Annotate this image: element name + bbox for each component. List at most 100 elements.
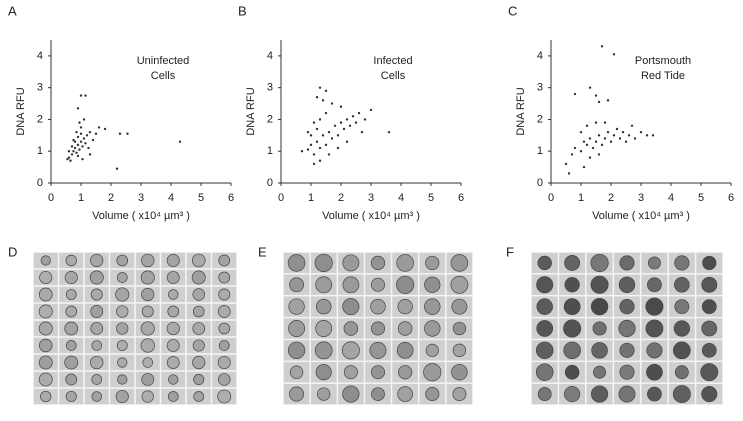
cell xyxy=(193,374,205,385)
x-tick-label: 4 xyxy=(398,192,404,204)
cell xyxy=(192,305,205,318)
cell xyxy=(619,342,635,358)
point xyxy=(639,130,643,134)
x-tick-label: 2 xyxy=(108,192,114,204)
y-tick-label: 1 xyxy=(537,145,543,157)
cell xyxy=(38,287,53,302)
x-tick-label: 1 xyxy=(78,192,84,204)
cell xyxy=(116,254,129,267)
cell xyxy=(535,363,554,381)
point xyxy=(585,143,589,147)
point xyxy=(588,137,592,140)
point xyxy=(73,146,77,150)
cell xyxy=(564,277,580,293)
cell xyxy=(218,271,231,284)
point xyxy=(603,137,607,140)
cell xyxy=(38,321,53,336)
cell xyxy=(371,387,385,401)
point xyxy=(72,150,75,153)
y-tick-label: 3 xyxy=(267,82,273,94)
cell xyxy=(218,340,230,351)
cell xyxy=(645,297,664,316)
x-tick-label: 1 xyxy=(308,192,314,204)
y-tick-label: 3 xyxy=(37,82,43,94)
cell xyxy=(563,319,582,338)
cell xyxy=(646,342,663,359)
x-tick-label: 3 xyxy=(638,192,644,204)
cell xyxy=(343,321,359,336)
point xyxy=(318,86,322,89)
x-tick-label: 5 xyxy=(198,192,204,204)
point xyxy=(363,118,367,121)
cell xyxy=(115,287,130,302)
cell xyxy=(38,355,53,370)
cell xyxy=(91,374,103,385)
x-tick-label: 4 xyxy=(668,192,674,204)
cell xyxy=(166,356,180,369)
point xyxy=(126,132,129,135)
cell xyxy=(314,253,333,273)
cell xyxy=(619,364,635,380)
point xyxy=(118,132,122,135)
cell xyxy=(191,253,206,268)
cell xyxy=(288,320,306,337)
point xyxy=(76,154,80,158)
point xyxy=(579,150,583,153)
point xyxy=(324,89,328,93)
point xyxy=(321,99,325,102)
cell xyxy=(673,320,690,337)
x-tick-label: 2 xyxy=(338,192,344,204)
point xyxy=(339,105,343,108)
cell xyxy=(192,339,205,352)
cell xyxy=(424,298,441,315)
cell xyxy=(646,363,663,381)
cell xyxy=(563,341,581,360)
point xyxy=(612,53,616,56)
point xyxy=(67,156,71,159)
cell xyxy=(674,365,689,380)
point xyxy=(579,130,583,134)
point xyxy=(597,100,601,104)
cell xyxy=(217,355,231,370)
cell xyxy=(192,322,206,335)
cell xyxy=(590,297,609,316)
cell xyxy=(425,387,440,402)
point xyxy=(79,132,83,135)
cell xyxy=(39,338,53,353)
panel-label: B xyxy=(238,3,247,18)
point xyxy=(115,167,119,170)
cell xyxy=(343,365,358,380)
cell xyxy=(65,289,77,300)
cell xyxy=(167,305,180,318)
cell xyxy=(38,372,53,387)
point xyxy=(330,102,334,105)
y-tick-label: 3 xyxy=(537,82,543,94)
cell xyxy=(90,253,104,268)
point xyxy=(315,127,319,131)
panel-label: F xyxy=(506,244,514,259)
cell xyxy=(314,341,333,360)
cell xyxy=(315,276,333,294)
point xyxy=(597,134,601,137)
cell xyxy=(65,340,77,351)
y-axis-label: DNA RFU xyxy=(515,87,527,135)
point xyxy=(87,146,90,150)
annotation: Infected xyxy=(373,55,412,67)
point xyxy=(609,140,613,143)
cell xyxy=(673,341,691,360)
point xyxy=(81,145,84,148)
cell xyxy=(116,272,128,283)
point xyxy=(81,157,84,161)
cell xyxy=(564,364,580,380)
cell xyxy=(590,253,609,273)
y-tick-label: 0 xyxy=(37,177,43,189)
cell xyxy=(218,322,231,335)
cell xyxy=(40,255,51,266)
cell xyxy=(535,341,554,360)
cell xyxy=(536,320,554,337)
point xyxy=(309,143,313,147)
cell xyxy=(317,387,331,401)
cell xyxy=(425,255,440,271)
point xyxy=(600,45,604,48)
cell xyxy=(370,321,386,336)
